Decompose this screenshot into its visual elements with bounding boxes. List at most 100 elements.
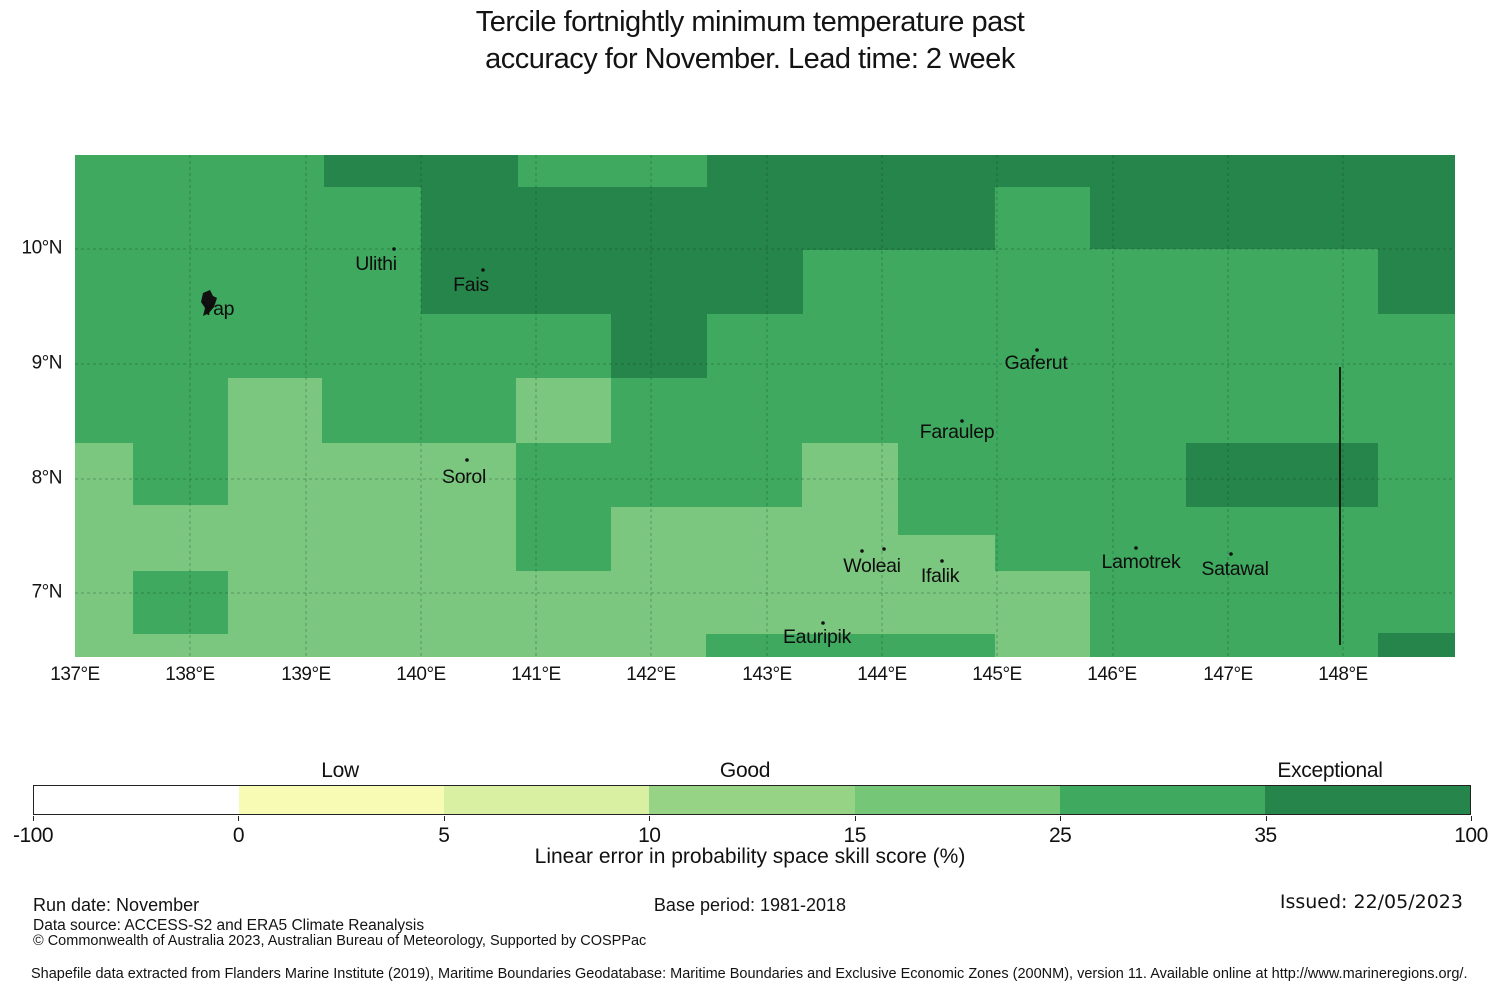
map-cell-light	[133, 505, 228, 571]
base-period-text: Base period: 1981-2018	[653, 895, 847, 915]
island-dot-marker	[940, 559, 944, 563]
colorbar-tick	[1471, 816, 1472, 821]
colorbar-tick	[238, 816, 240, 821]
x-tick-label: 138°E	[165, 664, 215, 685]
data-source-text: Data source: ACCESS-S2 and ERA5 Climate …	[33, 917, 425, 934]
yap-island-shape	[201, 290, 217, 316]
colorbar-segment	[444, 786, 650, 814]
island-dot-marker	[1035, 348, 1039, 352]
map-cell-dark	[421, 187, 535, 314]
island-label: Yap	[202, 298, 235, 320]
map-cell-dark	[707, 155, 995, 187]
island-label: Faraulep	[920, 421, 995, 443]
map-cell-dark	[611, 314, 707, 378]
map-cell-light	[611, 535, 995, 634]
island-dot-marker	[465, 458, 469, 462]
island-label: Ulithi	[355, 253, 397, 275]
map-plot-area: Yap Ulithi Fais Sorol Gaferut Faraulep Woleai I…	[75, 155, 1455, 657]
island-dot-marker	[860, 549, 864, 553]
island-dot-marker	[481, 268, 485, 272]
run-date-text: Run date: November	[33, 895, 200, 915]
colorbar-tick	[33, 816, 34, 821]
colorbar-tick	[1265, 816, 1267, 821]
island-dot-marker	[882, 547, 886, 551]
island-dot-marker	[204, 296, 208, 300]
x-tick-label: 139°E	[281, 664, 331, 685]
y-tick-label: 8°N	[31, 467, 63, 489]
shapefile-attribution-text: Shapefile data extracted from Flanders M…	[31, 966, 1468, 982]
x-tick-label: 145°E	[972, 664, 1022, 685]
map-cell-medium	[518, 155, 535, 187]
x-tick-label: 137°E	[50, 664, 100, 685]
colorbar-segment	[649, 786, 855, 814]
map-cell-light	[228, 378, 322, 657]
x-tick-label: 140°E	[396, 664, 446, 685]
map-cell-light	[802, 443, 898, 535]
colorbar-segment	[1264, 786, 1470, 814]
colorbar-tick-label: -100	[12, 824, 54, 847]
map-cell-medium	[995, 187, 1090, 249]
island-label: Gaferut	[1005, 352, 1069, 374]
colorbar-tick-label: 10	[638, 824, 661, 847]
colorbar-label: Linear error in probability space skill …	[534, 845, 966, 868]
island-label: Ifalik	[921, 565, 960, 587]
map-cell-light	[516, 378, 611, 443]
x-tick-label: 143°E	[742, 664, 792, 685]
colorbar-tick	[854, 816, 856, 821]
map-cell-light	[322, 443, 516, 657]
colorbar-segment	[854, 786, 1060, 814]
map-cell-dark	[1378, 633, 1455, 657]
map-cell-light	[995, 571, 1090, 657]
map-cell-light	[75, 443, 133, 657]
chart-title-line2: accuracy for November. Lead time: 2 week	[485, 43, 1015, 75]
map-cell-dark	[535, 250, 803, 314]
colorbar-tick	[1060, 816, 1062, 821]
colorbar-tick-label: 0	[232, 824, 245, 847]
colorbar-segment	[1059, 786, 1265, 814]
island-label: Sorol	[442, 466, 486, 488]
x-tick-label: 144°E	[857, 664, 907, 685]
map-cell-light	[133, 634, 228, 657]
map-cell-dark	[535, 187, 995, 250]
map-cell-light	[611, 507, 802, 535]
colorbar-tick-label: 35	[1254, 824, 1277, 847]
y-tick-label: 10°N	[21, 237, 63, 259]
x-tick-label: 142°E	[626, 664, 676, 685]
colorbar-tick	[649, 816, 651, 821]
island-label: Woleai	[843, 555, 900, 577]
colorbar-tick	[443, 816, 445, 821]
colorbar-segment	[239, 786, 445, 814]
map-cell-dark	[1378, 249, 1455, 314]
colorbar-tick-label: 5	[438, 824, 450, 847]
chart-title-line1: Tercile fortnightly minimum temperature …	[475, 6, 1025, 38]
island-label: Lamotrek	[1102, 551, 1181, 573]
y-tick-label: 7°N	[31, 581, 63, 603]
colorbar-category-label: Good	[719, 759, 771, 782]
island-dot-marker	[960, 419, 964, 423]
colorbar-category-label: Low	[321, 759, 359, 782]
x-tick-label: 148°E	[1318, 664, 1368, 685]
island-dot-marker	[1134, 546, 1138, 550]
y-tick-label: 9°N	[31, 352, 63, 374]
island-dot-marker	[1229, 552, 1233, 556]
colorbar-tick-label: 100	[1454, 824, 1488, 847]
island-label: Fais	[453, 274, 489, 296]
colorbar-tick-label: 25	[1048, 824, 1072, 847]
x-tick-label: 147°E	[1203, 664, 1253, 685]
map-cell-dark	[1186, 443, 1378, 507]
map-cell-dark	[324, 155, 518, 187]
island-dot-marker	[392, 247, 396, 251]
colorbar-category-label: Exceptional	[1277, 759, 1383, 782]
x-tick-label: 141°E	[511, 664, 561, 685]
island-label: Eauripik	[783, 626, 852, 648]
copyright-text: © Commonwealth of Australia 2023, Austra…	[33, 933, 647, 949]
colorbar-tick-label: 15	[843, 824, 867, 847]
colorbar-segment	[34, 786, 240, 814]
island-dot-marker	[821, 621, 825, 625]
skill-score-map: Yap Ulithi Fais Sorol Gaferut Faraulep Woleai I…	[75, 155, 1455, 657]
issued-date-text: Issued: 22/05/2023	[1279, 891, 1463, 913]
x-tick-label: 146°E	[1087, 664, 1137, 685]
colorbar	[33, 785, 1471, 815]
island-label: Satawal	[1201, 558, 1268, 580]
